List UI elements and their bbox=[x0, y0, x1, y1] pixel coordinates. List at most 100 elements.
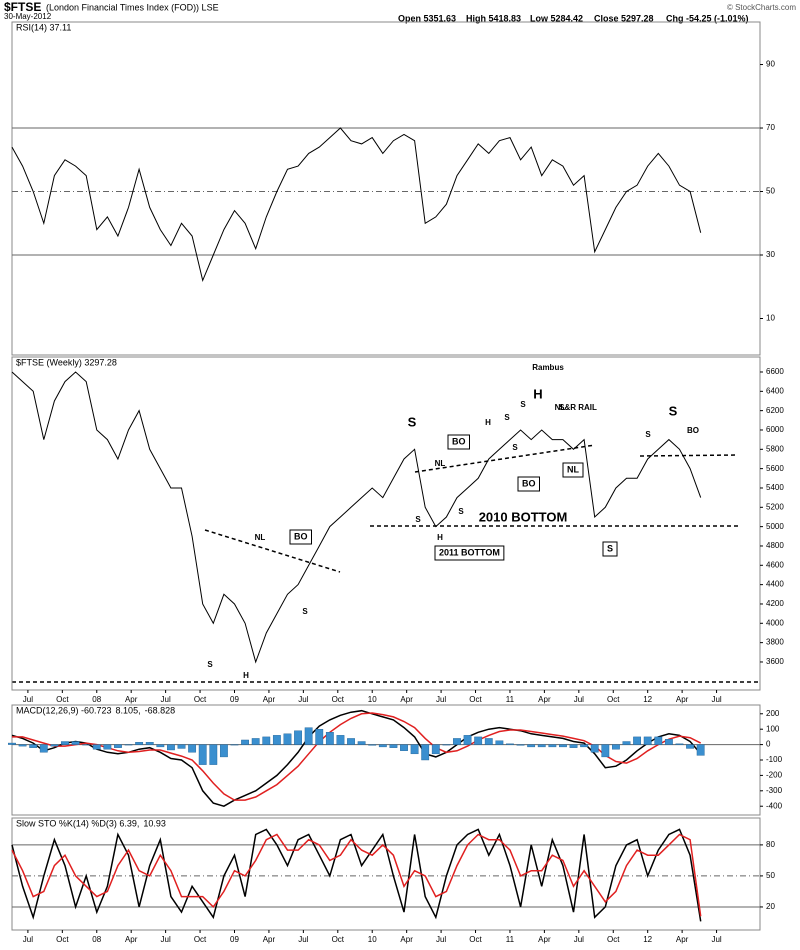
x-tick-label: Jul bbox=[23, 695, 33, 704]
histogram-bar bbox=[590, 744, 599, 753]
histogram-bar bbox=[167, 744, 175, 751]
annotation-box: NL bbox=[562, 462, 584, 478]
y-tick-label: 4800 bbox=[766, 541, 784, 550]
y-tick-label: 4200 bbox=[766, 599, 784, 608]
histogram-bar bbox=[315, 728, 324, 745]
histogram-bar bbox=[442, 744, 451, 746]
annotation: S bbox=[512, 443, 518, 452]
annotation: BO bbox=[452, 436, 466, 446]
x-tick-label: Jul bbox=[574, 935, 584, 944]
panel-frame bbox=[11, 21, 761, 356]
histogram-bar bbox=[516, 744, 525, 746]
annotation: S bbox=[415, 515, 421, 524]
histogram-bar bbox=[92, 744, 101, 750]
histogram bbox=[8, 727, 705, 765]
y-tick-label: 5200 bbox=[766, 502, 784, 511]
neckline bbox=[414, 444, 596, 473]
histogram-bar bbox=[474, 736, 483, 745]
annotation: NL bbox=[555, 403, 566, 412]
credit: © StockCharts.com bbox=[727, 3, 796, 12]
x-tick-label: Apr bbox=[263, 935, 276, 944]
x-tick-label: Jul bbox=[574, 695, 584, 704]
histogram-bar bbox=[272, 735, 281, 745]
x-tick-label: Jul bbox=[161, 935, 171, 944]
histogram-bar bbox=[304, 727, 313, 745]
annotation: 2011 BOTTOM bbox=[439, 547, 500, 557]
x-tick-label: Apr bbox=[676, 935, 689, 944]
y-tick-label: 4600 bbox=[766, 560, 784, 569]
legend-entry: 10.93 bbox=[143, 818, 166, 828]
legend-entry: -68.828 bbox=[145, 705, 176, 715]
legend-entry: MACD(12,26,9) -60.723 bbox=[16, 705, 112, 715]
x-tick-label: Jul bbox=[711, 695, 721, 704]
x-tick-label: Jul bbox=[161, 695, 171, 704]
histogram-bar bbox=[622, 741, 631, 745]
x-tick-label: Oct bbox=[194, 695, 207, 704]
histogram-bar bbox=[378, 744, 387, 748]
annotation: BO bbox=[522, 478, 536, 488]
histogram-bar bbox=[198, 744, 207, 765]
annotation-box: S bbox=[602, 541, 618, 557]
x-tick-label: 10 bbox=[368, 695, 377, 704]
y-tick-label: 4400 bbox=[766, 580, 784, 589]
y-tick-label: 3600 bbox=[766, 657, 784, 666]
y-tick-label: 0 bbox=[766, 740, 771, 749]
y-tick-label: 100 bbox=[766, 724, 780, 733]
annotation: NL bbox=[567, 464, 579, 474]
panel-frame bbox=[11, 356, 761, 691]
histogram-bar bbox=[29, 744, 38, 748]
annotation: S bbox=[645, 430, 651, 439]
x-tick-label: 10 bbox=[368, 935, 377, 944]
x-tick-label: 11 bbox=[506, 695, 515, 704]
x-tick-label: Oct bbox=[194, 935, 207, 944]
x-tick-label: Oct bbox=[56, 695, 69, 704]
histogram-bar bbox=[601, 744, 610, 758]
annotation: H bbox=[243, 671, 249, 680]
histogram-bar bbox=[431, 744, 440, 755]
histogram-bar bbox=[71, 741, 80, 745]
y-tick-label: -300 bbox=[766, 786, 783, 795]
annotation-frame bbox=[602, 541, 618, 557]
annotation-box: BO bbox=[517, 476, 540, 492]
histogram-bar bbox=[389, 744, 398, 748]
legend-entry: 8.105, bbox=[116, 705, 141, 715]
histogram-bar bbox=[506, 743, 514, 745]
histogram-bar bbox=[209, 744, 218, 765]
x-tick-label: Oct bbox=[469, 695, 482, 704]
annotation: S bbox=[520, 400, 526, 409]
symbol-name: (London Financial Times Index (FOD)) LSE bbox=[46, 2, 219, 12]
panel-frame bbox=[11, 704, 761, 816]
histogram-bar bbox=[664, 739, 673, 745]
close: Close 5297.28 bbox=[594, 13, 654, 23]
annotation-lines bbox=[12, 444, 760, 683]
x-tick-label: Oct bbox=[469, 935, 482, 944]
histogram-bar bbox=[548, 744, 557, 748]
y-tick-label: 90 bbox=[766, 60, 775, 69]
x-tick-label: Jul bbox=[298, 695, 308, 704]
annotation: H bbox=[485, 418, 491, 427]
annotation: S bbox=[207, 660, 213, 669]
histogram-bar bbox=[559, 744, 567, 748]
x-tick-label: 09 bbox=[230, 695, 239, 704]
neckline bbox=[639, 454, 739, 457]
annotation: S&R RAIL bbox=[559, 403, 597, 412]
series-line bbox=[11, 833, 702, 917]
panel-frame bbox=[11, 817, 761, 931]
x-tick-label: Oct bbox=[56, 935, 69, 944]
annotation: NL bbox=[435, 459, 446, 468]
annotation-frame bbox=[562, 462, 584, 478]
annotation: BO bbox=[687, 426, 699, 435]
date: 30-May-2012 bbox=[4, 12, 52, 21]
histogram-bar bbox=[495, 740, 504, 745]
annotation: S bbox=[607, 543, 613, 553]
histogram-bar bbox=[39, 744, 48, 753]
histogram-bar bbox=[675, 743, 684, 745]
histogram-bar bbox=[145, 742, 154, 745]
histogram-bar bbox=[336, 735, 345, 745]
histogram-bar bbox=[61, 741, 69, 745]
histogram-bar bbox=[410, 744, 419, 755]
histogram-bar bbox=[357, 741, 366, 745]
y-tick-label: 5400 bbox=[766, 483, 784, 492]
histogram-bar bbox=[283, 733, 292, 745]
x-tick-label: 08 bbox=[92, 695, 101, 704]
